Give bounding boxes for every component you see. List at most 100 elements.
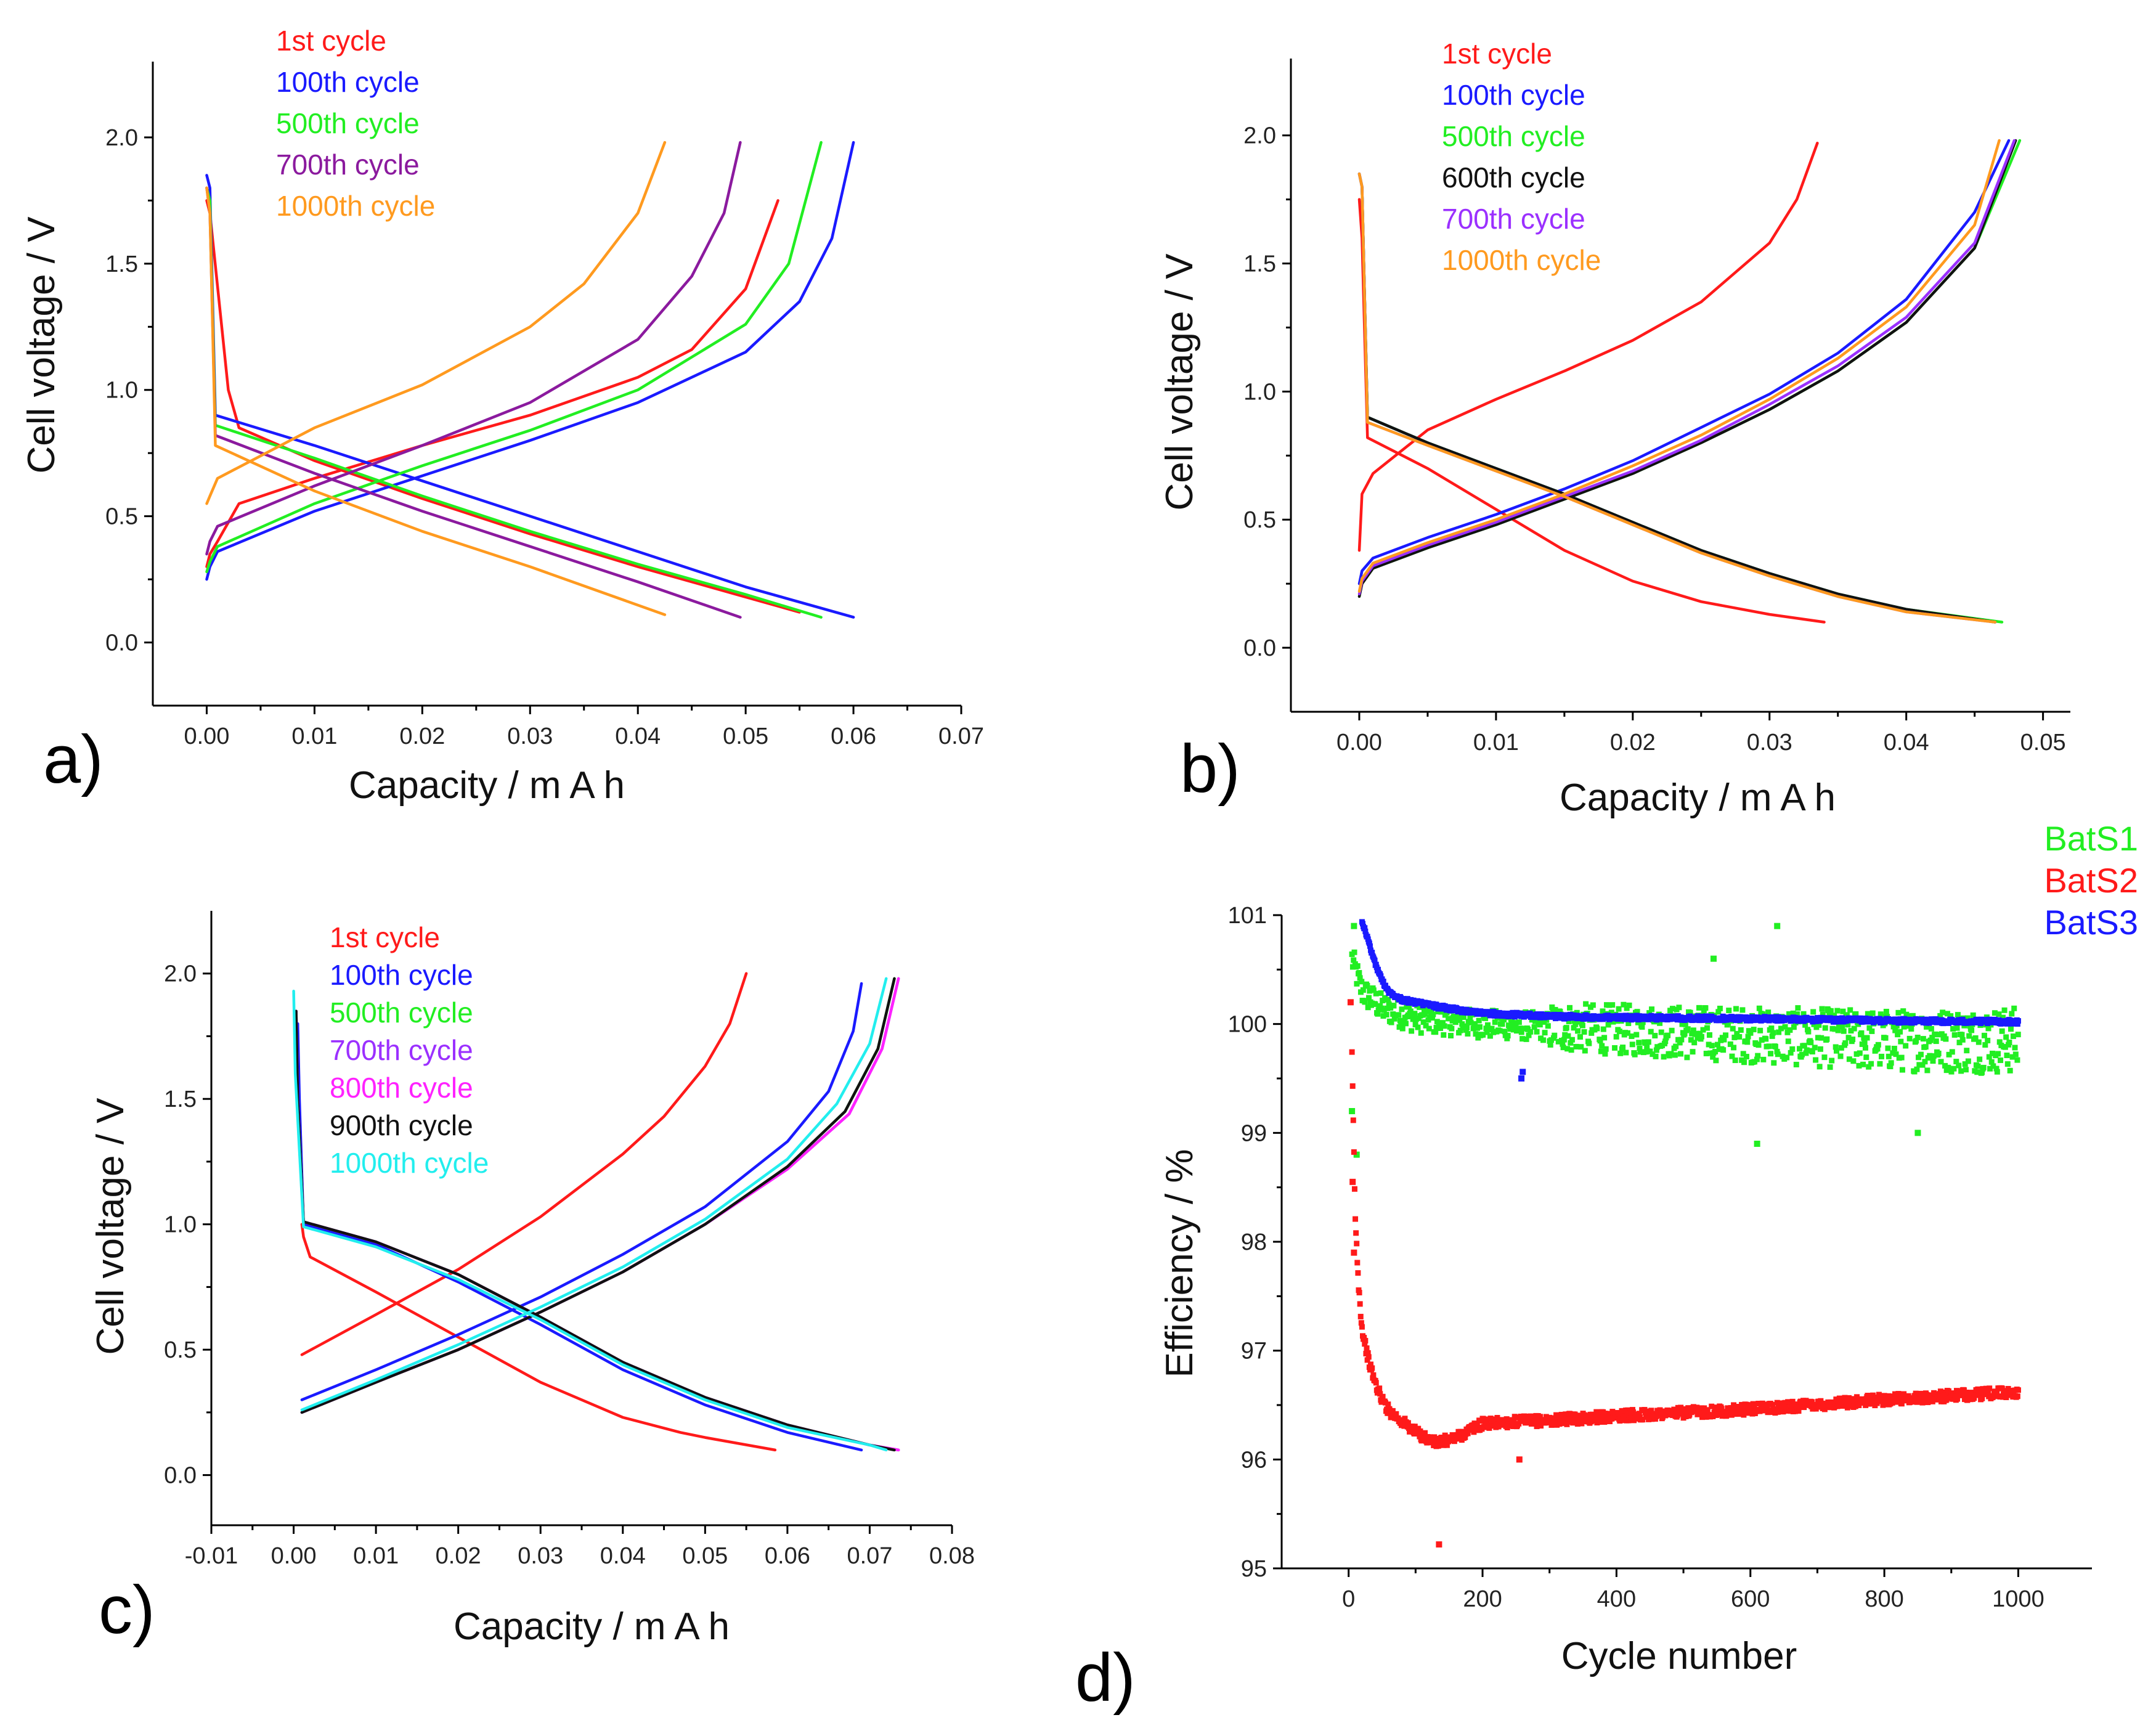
panel-d-series-bats2-point [1622, 1413, 1629, 1419]
panel-d-series-bats1-point [1483, 1015, 1489, 1021]
panel-c-series-1st-cycle-discharge-curve [300, 1223, 777, 1452]
panel-d-series-bats1-point [1800, 1011, 1807, 1017]
panel-d-series-bats1-point [1755, 1042, 1762, 1048]
panel-b-series-100th-cycle-charge-curve [1357, 139, 2011, 585]
panel-d-series-bats2-point [1901, 1391, 1907, 1397]
panel-d-series-bats1-point [1759, 1037, 1765, 1043]
panel-d-series-bats1-point [1707, 1050, 1714, 1056]
panel-d-series-bats2-point [1975, 1390, 1982, 1396]
panel-d-series-bats1-point [1799, 1051, 1805, 1057]
panel-d-series-bats2-point [1528, 1421, 1534, 1427]
panel-d-series-bats1-point [1928, 1025, 1934, 1032]
panel-d-series-bats1-point [1874, 1046, 1881, 1052]
panel-d-series-bats1-point [1757, 1027, 1764, 1033]
panel-d-series-bats1-point [1845, 1022, 1851, 1028]
panel-d-series-bats1-point [1986, 1054, 1992, 1060]
panel-d-series-bats1-point [1367, 988, 1373, 994]
panel-d-series-bats1-point [2015, 1032, 2021, 1038]
panel-d-series-bats1-point [1476, 1024, 1483, 1030]
panel-a-y-tick-label: 0.0 [105, 630, 138, 656]
panel-d-series-bats1-point [1993, 1066, 2000, 1072]
panel-d-series-bats1-point [1598, 1048, 1604, 1054]
panel-d-series-bats1-point [1893, 1051, 1899, 1057]
panel-d-series-bats1-point [1730, 1025, 1736, 1032]
panel-d-series-bats1-point [1682, 1030, 1688, 1037]
panel-d-series-bats2-point [1595, 1411, 1601, 1417]
panel-d-series-bats1-point [1634, 1009, 1640, 1015]
panel-d-series-bats1-point [2009, 1011, 2015, 1017]
panel-d-series-bats1-point [1966, 1033, 1972, 1039]
panel-d-series-bats1-point [1650, 1051, 1656, 1057]
panel-d-series-bats1-point [1922, 1044, 1929, 1050]
panel-d-series-bats2-point [1548, 1422, 1555, 1428]
panel-d-series-bats1-point [1955, 1012, 1961, 1018]
panel-d-series-bats1-point [1603, 1046, 1609, 1052]
panel-c-y-tick-label: 0.0 [164, 1463, 197, 1489]
panel-d-series-bats2-point [1827, 1404, 1833, 1411]
panel-d-series-bats1-point [1423, 1022, 1429, 1029]
panel-d-series-bats1-point [1877, 1061, 1883, 1067]
panel-d-series-bats1-point [1521, 1025, 1527, 1032]
panel-d-series-bats2-point [1350, 1117, 1356, 1123]
panel-d-series-bats1-point [1918, 1051, 1924, 1057]
panel-a-y-tick-label: 1.0 [105, 378, 138, 404]
panel-d-series-bats1-point [1397, 1017, 1403, 1024]
panel-d-series-bats2-point [1422, 1430, 1428, 1436]
panel-d-series-bats1-point [1821, 1054, 1828, 1061]
panel-d-series-bats2-point [1606, 1411, 1612, 1417]
panel-a-y-axis-title: Cell voltage / V [20, 216, 63, 474]
panel-d-series-bats1-point [1569, 1037, 1575, 1043]
panel-c-x-tick-label: 0.06 [765, 1543, 810, 1569]
panel-d-series-bats1-point [1600, 1008, 1606, 1014]
panel-d-series-bats1-point [2009, 1054, 2016, 1060]
panel-d-series-bats2-point [1793, 1401, 1799, 1408]
panel-d-series-bats1-point [1567, 1005, 1573, 1011]
panel-d-series-bats2-point [1572, 1411, 1578, 1417]
panel-d-series-bats2-point [1365, 1350, 1371, 1356]
panel-b-series-600th-cycle-charge-curve [1357, 139, 2017, 598]
panel-c-axes: -0.01 0.00 0.01 0.02 0.03 0.04 0.05 0.06 0.07 0.0… [164, 911, 975, 1569]
panel-d-series-bats1-point [1720, 1047, 1727, 1053]
panel-d-series-bats1-point [1975, 1063, 1981, 1069]
panel-d-series-bats3-point [1705, 1013, 1711, 1019]
panel-d-series-bats1-point [1736, 1033, 1743, 1040]
panel-d-series-bats1-point [1386, 1001, 1392, 1007]
panel-d-series-bats2-point [1780, 1409, 1786, 1415]
panel-d-series-bats1-point [1517, 1025, 1523, 1032]
panel-c-legend-500th-cycle: 500th cycle [330, 996, 473, 1029]
panel-d-series-bats1-point [1924, 1024, 1930, 1030]
panel-b-legend-1st-cycle: 1st cycle [1442, 38, 1552, 70]
panel-d-series-bats1-point [1853, 1011, 1859, 1017]
panel-d-series-bats1-point [1801, 1043, 1807, 1049]
panel-a-legend-700th-cycle: 700th cycle [276, 149, 420, 181]
panel-d-series-bats1-point [1980, 1064, 1987, 1070]
panel-d-series-bats1-point [1999, 1028, 2005, 1034]
panel-d-series-bats1-point [1943, 1036, 1949, 1042]
panel-d-series-bats2-point [1877, 1393, 1884, 1400]
panel-d-series-bats2-point [1709, 1403, 1715, 1409]
panel-b-x-tick-label: 0.01 [1473, 730, 1519, 756]
panel-d-series-bats2-point [1373, 1380, 1379, 1386]
panel-d-series-bats2-point [1402, 1416, 1408, 1422]
panel-d-series-bats1-point [1776, 1029, 1782, 1035]
panel-d-series-bats2-point [1636, 1411, 1642, 1417]
panel-d-series-bats1-point [1837, 1053, 1844, 1059]
panel-d-series-bats1-point [1354, 963, 1361, 969]
panel-d-series-bats1-point [1697, 1030, 1703, 1037]
panel-d-series-bats1-point [1932, 1031, 1938, 1037]
panel-d-series-bats1-point [1480, 1032, 1486, 1038]
panel-d-series-bats1-point [1682, 1021, 1688, 1027]
panel-d-series-bats2-point [1630, 1409, 1637, 1416]
panel-d-series-bats2-point [1773, 1406, 1780, 1412]
panel-d-series-bats1-point [1652, 1033, 1658, 1039]
panel-d-series-bats2-point [1523, 1420, 1529, 1426]
panel-d-series-bats2-point [1365, 1354, 1372, 1360]
panel-d-series-bats1-point [1948, 1013, 1954, 1019]
panel-d-series-bats1-point [1797, 1046, 1803, 1052]
panel-d-series-bats1-point [1703, 1005, 1709, 1011]
panel-d-series-bats2-point [1715, 1411, 1722, 1417]
panel-d-series-bats1-point [1922, 1059, 1928, 1065]
panel-d-series-bats1-point [1637, 1049, 1643, 1055]
panel-d-series-bats1-point [1557, 1008, 1563, 1014]
panel-d-series-bats1-point [1609, 1002, 1616, 1008]
